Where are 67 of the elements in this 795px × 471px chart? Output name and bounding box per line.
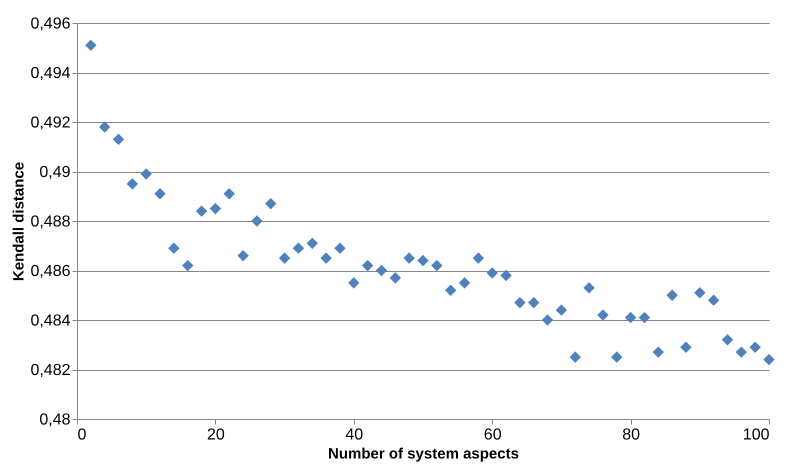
x-axis-title: Number of system aspects [328, 446, 519, 462]
point [763, 354, 775, 366]
point [514, 296, 526, 308]
point [126, 178, 138, 190]
y-tick-label: 0,486 [30, 263, 71, 280]
point [403, 252, 415, 264]
point [278, 252, 290, 264]
point [472, 252, 484, 264]
point [265, 198, 276, 210]
point [583, 282, 595, 294]
point [85, 40, 97, 51]
point [458, 277, 470, 289]
point [320, 252, 332, 264]
y-axis-title: Kendall distance [10, 162, 28, 282]
point [431, 260, 443, 272]
point [112, 134, 124, 146]
point [306, 238, 318, 249]
point [348, 277, 360, 289]
x-tick-label: 20 [207, 426, 225, 444]
y-tick-label: 0,496 [30, 16, 71, 32]
point [736, 346, 748, 358]
point [362, 260, 374, 272]
y-tick-label: 0,492 [30, 114, 71, 132]
point [154, 188, 166, 200]
point [570, 351, 581, 363]
point [390, 272, 402, 284]
y-tick-label: 0,48 [39, 412, 71, 428]
point [500, 270, 512, 282]
x-tick-label: 0 [78, 426, 86, 444]
y-tick-label: 0,49 [39, 164, 71, 181]
point [624, 312, 636, 324]
point [652, 346, 664, 358]
x-tick-label: 80 [622, 426, 640, 444]
x-tick-label: 100 [742, 426, 770, 444]
point [168, 242, 180, 254]
x-tick-label: 60 [484, 426, 502, 444]
point [444, 284, 456, 296]
point [182, 260, 194, 272]
point [556, 304, 568, 316]
point [666, 290, 678, 301]
y-tick-label: 0,494 [30, 65, 71, 82]
point [597, 309, 609, 321]
point [722, 334, 734, 346]
point [611, 351, 622, 363]
point [210, 202, 222, 214]
point [224, 188, 235, 200]
point [292, 242, 304, 254]
point [638, 312, 650, 324]
point [237, 250, 249, 262]
point [98, 121, 110, 133]
point [694, 287, 706, 298]
point [417, 254, 429, 266]
x-tick-label: 40 [345, 426, 364, 444]
y-tick-label: 0,488 [30, 214, 71, 230]
point [376, 264, 388, 276]
point [334, 242, 346, 254]
point [486, 267, 498, 279]
point [708, 294, 720, 306]
point [680, 342, 692, 353]
point [140, 168, 152, 180]
point [528, 296, 540, 308]
point [251, 215, 263, 227]
y-tick-label: 0,482 [30, 362, 71, 379]
point [196, 205, 208, 217]
y-tick-label: 0,484 [30, 312, 71, 330]
point [542, 314, 554, 326]
point [749, 342, 761, 353]
